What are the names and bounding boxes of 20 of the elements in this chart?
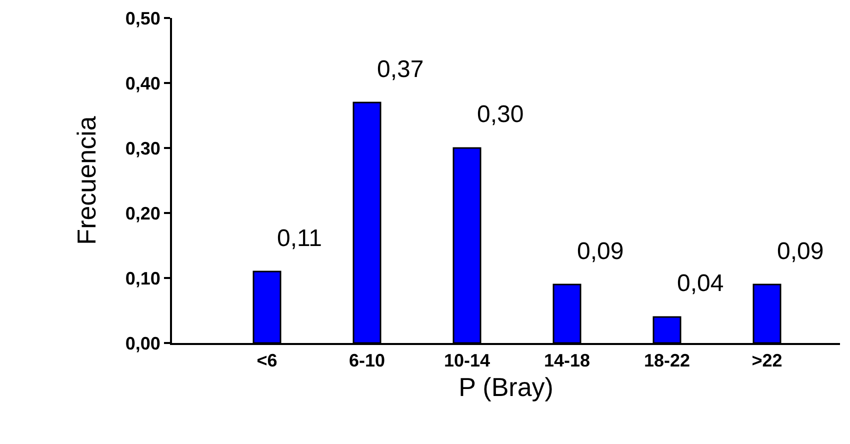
y-tick-label: 0,50 bbox=[125, 8, 160, 28]
x-tick-label: >22 bbox=[752, 350, 782, 371]
data-label: 0,09 bbox=[577, 238, 624, 265]
data-label: 0,11 bbox=[277, 225, 322, 252]
y-tick-label: 0,10 bbox=[125, 268, 160, 288]
data-label: 0,04 bbox=[677, 270, 724, 297]
x-tick-label: 6-10 bbox=[348, 350, 386, 371]
y-tick-label: 0,30 bbox=[125, 138, 160, 158]
y-tick-label: 0,40 bbox=[125, 73, 160, 94]
x-tick-label: 14-18 bbox=[544, 350, 590, 371]
data-label: 0,09 bbox=[777, 238, 824, 265]
x-tick-label: 18-22 bbox=[644, 350, 690, 371]
y-tick-label: 0,20 bbox=[125, 203, 160, 224]
y-tick-label: 0,00 bbox=[125, 333, 160, 354]
x-tick-label: 10-14 bbox=[444, 350, 490, 371]
data-label: 0,37 bbox=[377, 56, 424, 83]
x-axis-title: P (Bray) bbox=[458, 372, 554, 402]
y-axis-title: Frecuencia bbox=[71, 116, 102, 245]
x-tick-label: <6 bbox=[256, 350, 278, 371]
data-label: 0,30 bbox=[477, 101, 524, 128]
